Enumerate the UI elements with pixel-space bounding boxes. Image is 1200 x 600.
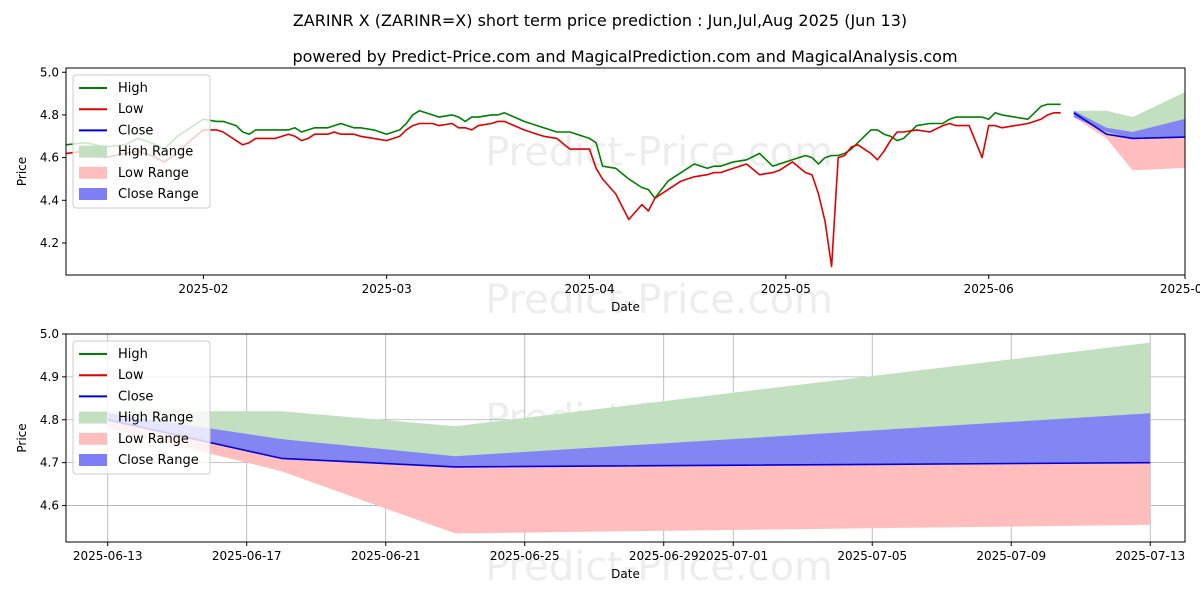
legend-swatch [79, 145, 107, 158]
y-tick-label: 5.0 [40, 327, 59, 341]
watermark: Predict-Price.com [485, 129, 833, 175]
legend-label: Close [118, 123, 153, 138]
legend-label: Close Range [118, 453, 199, 468]
legend-frame [72, 74, 211, 209]
history-panel: Predict-Price.comPredict-Price.com2025-0… [15, 65, 1200, 323]
legend-label: Low [118, 102, 144, 117]
watermark: Predict-Price.com [485, 544, 833, 590]
x-tick-label: 2025-06 [964, 282, 1014, 296]
legend: High Low Close High Range Low Range Close Ran… [72, 340, 211, 475]
y-tick-label: 4.8 [40, 108, 59, 122]
legend-label: Close [118, 389, 153, 404]
y-tick-label: 5.0 [40, 65, 59, 79]
close-range-band [107, 413, 1151, 467]
legend-swatch [79, 454, 107, 466]
legend-swatch [79, 166, 107, 179]
legend: High Low Close High Range Low Range Close Ran… [72, 74, 211, 209]
x-tick-label: 2025-06-25 [490, 549, 560, 563]
close-line [1073, 112, 1185, 140]
x-axis-label: Date [611, 300, 640, 314]
legend-label: Close Range [118, 187, 199, 202]
y-axis-label: Price [15, 423, 29, 452]
x-axis-label: Date [611, 567, 640, 581]
legend-swatch [79, 188, 107, 200]
plot-area: Predict-Price.com [66, 334, 1185, 542]
x-tick-label: 2025-06-29 [629, 549, 699, 563]
x-tick-label: 2025-06-21 [351, 549, 421, 563]
legend-swatch [79, 432, 107, 445]
legend-frame [72, 340, 211, 475]
chart-subtitle: powered by Predict-Price.com and Magical… [292, 47, 957, 66]
x-tick-label: 2025-02 [178, 282, 228, 296]
forecast-panel: Predict-Price.comPredict-Price.com2025-0… [15, 327, 1186, 590]
watermark: Predict-Price.com [485, 277, 833, 323]
low-range-band [107, 419, 1151, 534]
legend-swatch [79, 411, 107, 424]
x-tick-label: 2025-03 [362, 282, 412, 296]
x-tick-label: 2025-07-05 [837, 549, 907, 563]
y-tick-label: 4.4 [40, 193, 59, 207]
x-tick-label: 2025-07 [1160, 282, 1200, 296]
x-tick-label: 2025-04 [564, 282, 614, 296]
x-tick-label: 2025-06-13 [73, 549, 143, 563]
legend-label: High Range [118, 411, 193, 426]
chart-title: ZARINR X (ZARINR=X) short term price pre… [293, 11, 907, 30]
legend-label: Low Range [118, 166, 189, 181]
y-tick-label: 4.2 [40, 236, 59, 250]
legend-label: High [118, 347, 148, 362]
y-tick-label: 4.9 [40, 370, 59, 384]
y-tick-label: 4.6 [40, 499, 59, 513]
legend-label: High Range [118, 145, 193, 160]
low-line [66, 112, 1061, 268]
high-line [66, 103, 1061, 199]
x-tick-label: 2025-07-09 [976, 549, 1046, 563]
axes-frame [65, 333, 1186, 543]
plot-area: Predict-Price.com [66, 92, 1185, 268]
x-tick-label: 2025-07-01 [698, 549, 768, 563]
x-tick-label: 2025-07-13 [1115, 549, 1185, 563]
y-axis-label: Price [15, 157, 29, 186]
legend-label: Low [118, 368, 144, 383]
y-tick-label: 4.8 [40, 413, 59, 427]
legend-label: High [118, 81, 148, 96]
low-range-band [1073, 112, 1185, 171]
x-tick-label: 2025-05 [761, 282, 811, 296]
y-tick-label: 4.7 [40, 456, 59, 470]
close-range-band [1073, 110, 1185, 139]
legend-label: Low Range [118, 432, 189, 447]
x-tick-label: 2025-06-17 [212, 549, 282, 563]
axes-frame [65, 67, 1186, 276]
y-tick-label: 4.6 [40, 151, 59, 165]
